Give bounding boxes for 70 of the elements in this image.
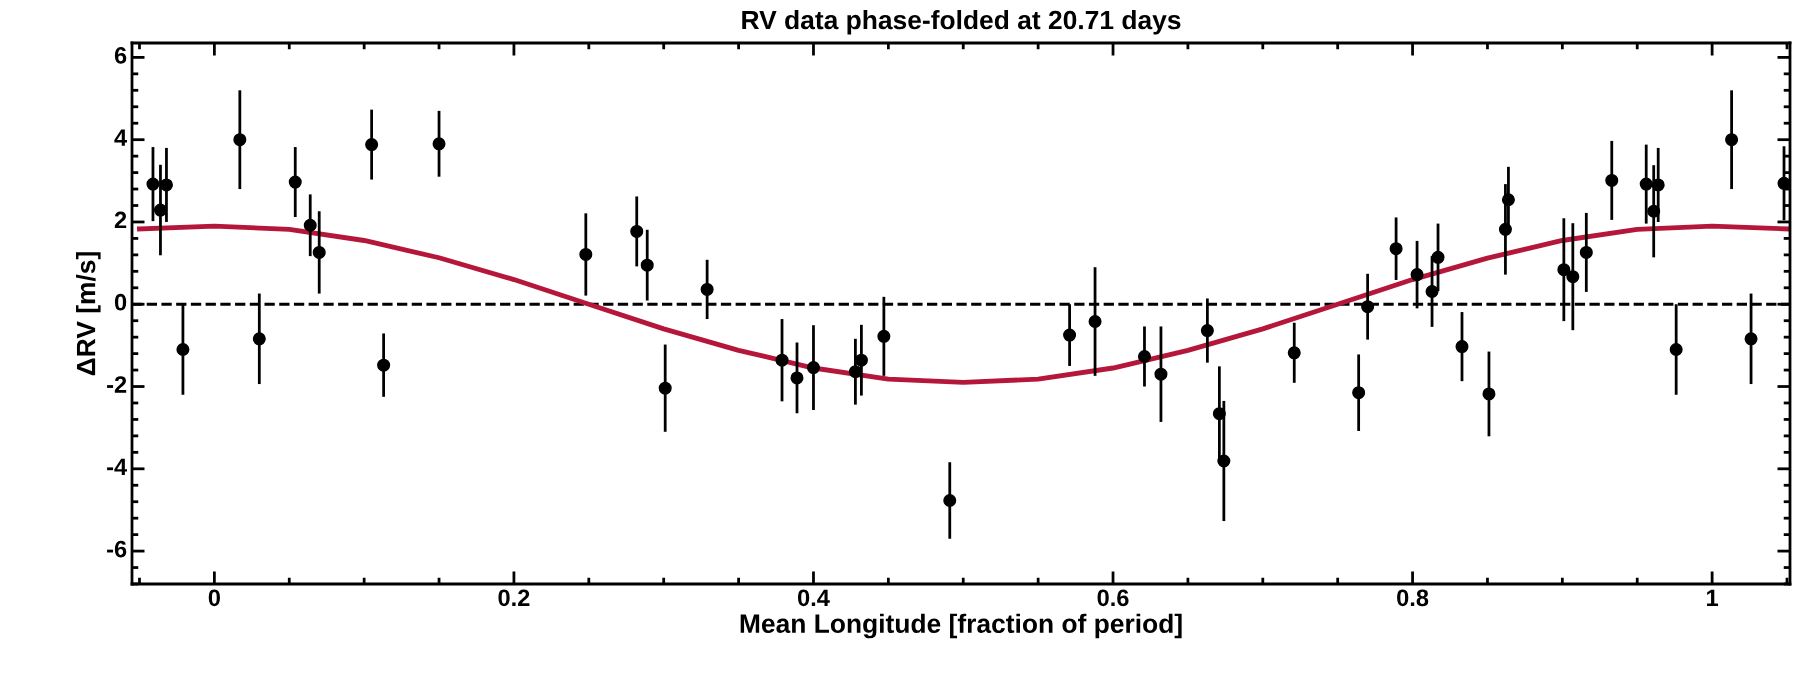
- point: [252, 332, 266, 346]
- point: [877, 329, 891, 343]
- point: [790, 371, 804, 385]
- point: [1217, 454, 1231, 468]
- point: [303, 218, 317, 232]
- point: [233, 133, 247, 147]
- point: [1425, 284, 1439, 298]
- point: [1639, 177, 1653, 191]
- point: [1566, 270, 1580, 284]
- x-tick-label: 0.4: [798, 589, 830, 607]
- x-tick-label: 0: [208, 589, 220, 607]
- point: [1137, 349, 1151, 363]
- point: [432, 137, 446, 151]
- y-tick-label: -4: [107, 458, 128, 475]
- point: [1579, 245, 1593, 259]
- point: [1744, 332, 1758, 346]
- point: [848, 365, 862, 379]
- point: [377, 358, 391, 372]
- point: [176, 342, 190, 357]
- point: [159, 178, 173, 192]
- point: [658, 381, 672, 395]
- point: [1200, 324, 1214, 338]
- y-tick-label: 6: [114, 47, 127, 64]
- point: [854, 353, 868, 367]
- point: [1647, 204, 1661, 218]
- point: [1352, 386, 1366, 400]
- point: [943, 493, 957, 507]
- point: [1361, 300, 1375, 314]
- point: [1725, 133, 1739, 147]
- point: [1501, 193, 1515, 207]
- point: [1557, 263, 1571, 277]
- point: [1063, 328, 1077, 342]
- x-axis-title: Mean Longitude [fraction of period]: [740, 613, 1182, 639]
- y-tick-label: 2: [114, 211, 127, 229]
- point: [153, 203, 167, 217]
- x-tick-label: 1: [1707, 589, 1719, 606]
- point: [640, 258, 654, 272]
- x-tick-label: 0.8: [1397, 589, 1429, 607]
- y-tick-label: -2: [107, 376, 127, 393]
- point: [1669, 342, 1683, 357]
- point: [146, 177, 160, 191]
- y-tick-label: 0: [114, 293, 127, 311]
- point: [1498, 222, 1512, 236]
- point: [1287, 346, 1301, 360]
- point: [1651, 178, 1665, 192]
- point: [700, 282, 714, 296]
- chart-title: RV data phase-folded at 20.71 days: [742, 9, 1181, 35]
- point: [630, 224, 644, 238]
- x-tick-label: 0.6: [1097, 589, 1129, 607]
- point: [1431, 250, 1445, 264]
- point: [1088, 315, 1102, 329]
- point: [1389, 242, 1403, 256]
- point: [1212, 407, 1226, 421]
- point: [1482, 387, 1496, 401]
- point: [1410, 268, 1424, 282]
- point: [312, 245, 326, 259]
- point: [1605, 173, 1619, 187]
- point: [1777, 176, 1790, 190]
- x-tick-label: 0.2: [498, 589, 530, 607]
- point: [1455, 340, 1469, 354]
- y-tick-label: 4: [114, 129, 128, 146]
- y-tick-label: -6: [107, 540, 127, 558]
- point: [365, 138, 379, 152]
- point: [806, 361, 820, 375]
- point: [1154, 367, 1168, 381]
- y-axis-title: ΔRV [m/s]: [75, 252, 101, 376]
- point: [288, 175, 302, 189]
- point: [775, 353, 789, 367]
- line-series: [137, 223, 1790, 385]
- point: [579, 247, 593, 261]
